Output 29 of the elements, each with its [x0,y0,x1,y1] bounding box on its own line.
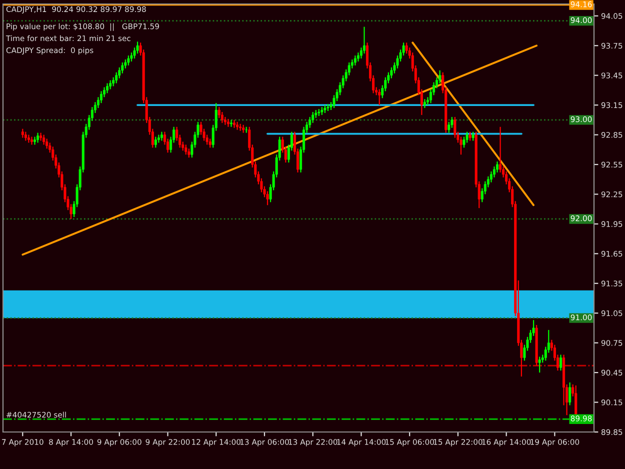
candlestick [220,111,224,124]
candlestick [266,190,269,206]
candlestick [378,88,381,106]
candlestick [559,354,562,372]
candlestick [462,136,466,148]
candlestick [154,136,157,148]
candlestick [362,26,366,54]
candlestick [230,119,233,128]
candlestick [42,134,46,146]
candlestick [448,121,450,134]
candlestick [538,356,541,374]
candlestick [106,82,109,94]
candlestick [100,90,103,104]
candlestick [460,136,462,156]
candlestick [46,138,48,150]
candlestick [405,42,408,54]
candlestick [568,382,572,406]
candlestick [236,121,239,130]
candlestick [454,116,456,138]
candlestick [466,131,468,144]
candlestick [184,144,188,156]
candlestick [232,119,236,128]
candlestick [354,54,356,66]
candlestick [36,132,40,144]
candlestick [115,72,118,84]
candlestick [127,54,130,66]
candlestick [226,118,230,128]
candlestick [136,41,139,54]
candlestick [438,70,442,84]
